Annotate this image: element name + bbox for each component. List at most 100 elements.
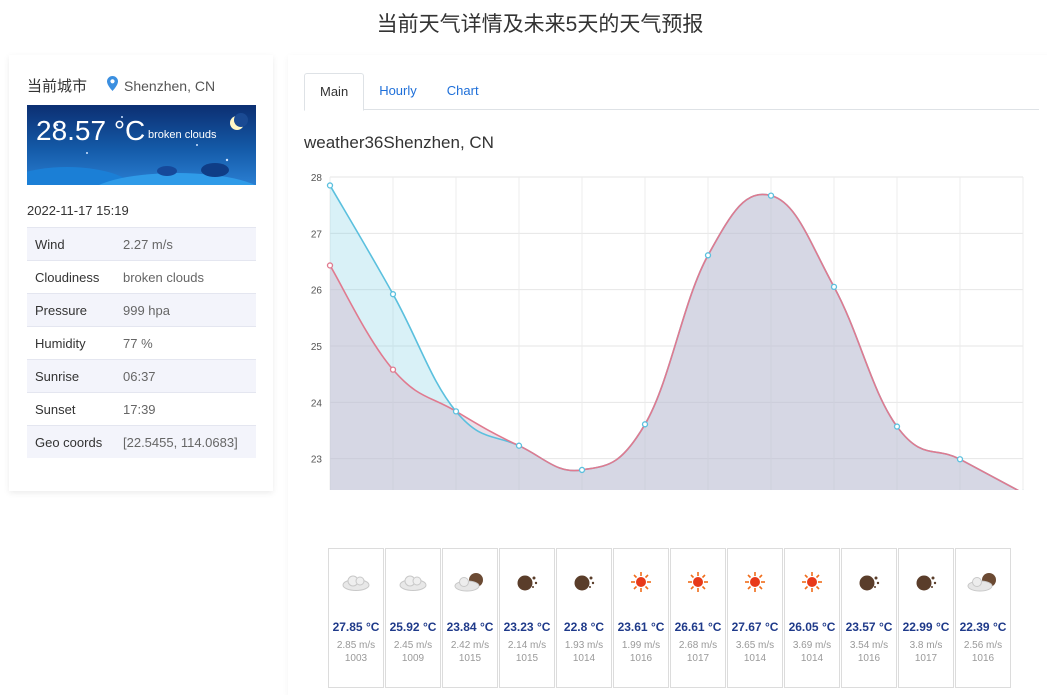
forecast-pressure: 1014	[800, 653, 824, 664]
weather-banner: 28.57 °C broken clouds	[27, 105, 256, 185]
forecast-card-item[interactable]: 23.84 °C 2.42 m/s 1015	[442, 548, 498, 688]
current-description: broken clouds	[148, 129, 217, 141]
series-area-0	[330, 185, 1018, 490]
detail-value: 2.27 m/s	[115, 227, 256, 261]
forecast-card-item[interactable]: 26.05 °C 3.69 m/s 1014	[784, 548, 840, 688]
forecast-wind: 2.85 m/s	[336, 640, 376, 651]
data-point[interactable]	[767, 192, 775, 199]
y-tick-label: 25	[311, 342, 323, 353]
forecast-pressure: 1017	[686, 653, 710, 664]
forecast-card-item[interactable]: 23.61 °C 1.99 m/s 1016	[613, 548, 669, 688]
sun-icon	[671, 570, 725, 594]
data-point[interactable]	[830, 283, 838, 290]
detail-key: Cloudiness	[27, 260, 115, 294]
forecast-wind: 3.8 m/s	[909, 640, 943, 651]
tab-bar: Main Hourly Chart	[304, 73, 1039, 111]
data-point[interactable]	[893, 423, 901, 430]
page-title: 当前天气详情及未来5天的天气预报	[376, 13, 704, 36]
forecast-temp: 23.84 °C	[446, 620, 494, 634]
forecast-pressure: 1016	[629, 653, 653, 664]
data-point[interactable]	[326, 182, 334, 189]
y-tick-label: 27	[311, 229, 323, 240]
city-row: 当前城市 Shenzhen, CN	[27, 75, 215, 96]
sun-icon	[614, 570, 668, 594]
forecast-pressure: 1003	[344, 653, 368, 664]
forecast-wind: 3.65 m/s	[735, 640, 775, 651]
forecast-temp: 23.23 °C	[503, 620, 551, 634]
y-tick-label: 24	[311, 398, 323, 409]
forecast-wind: 2.42 m/s	[450, 640, 490, 651]
forecast-pressure: 1014	[743, 653, 767, 664]
forecast-card-item[interactable]: 26.61 °C 2.68 m/s 1017	[670, 548, 726, 688]
forecast-card-item[interactable]: 25.92 °C 2.45 m/s 1009	[385, 548, 441, 688]
forecast-temp: 26.61 °C	[674, 620, 722, 634]
forecast-temp: 26.05 °C	[788, 620, 836, 634]
forecast-pressure: 1014	[572, 653, 596, 664]
forecast-temp: 27.67 °C	[731, 620, 779, 634]
few-clouds-icon	[329, 570, 383, 594]
forecast-pressure: 1016	[857, 653, 881, 664]
forecast-wind: 1.99 m/s	[621, 640, 661, 651]
chart-grid	[329, 176, 1024, 490]
detail-value: 06:37	[115, 359, 256, 393]
dark-cloud-icon	[500, 570, 554, 594]
cloud-moon-icon	[443, 570, 497, 594]
table-row: Wind 2.27 m/s	[27, 227, 256, 261]
forecast-temp: 22.99 °C	[902, 620, 950, 634]
dark-cloud-icon	[899, 570, 953, 594]
table-row: Pressure 999 hpa	[27, 293, 256, 327]
forecast-pressure: 1015	[458, 653, 482, 664]
tab-hourly[interactable]: Hourly	[379, 83, 417, 98]
forecast-temp: 27.85 °C	[332, 620, 380, 634]
tab-main[interactable]: Main	[304, 73, 365, 111]
tab-chart[interactable]: Chart	[446, 83, 479, 98]
detail-key: Humidity	[27, 326, 115, 360]
detail-value: 17:39	[115, 392, 256, 426]
detail-key: Geo coords	[27, 425, 115, 458]
current-temp: 28.57 °C	[36, 115, 146, 146]
detail-value: broken clouds	[115, 260, 256, 294]
y-tick-label: 23	[311, 455, 323, 466]
detail-value: [22.5455, 114.0683]	[115, 425, 256, 458]
detail-key: Sunrise	[27, 359, 115, 393]
chart-areas	[330, 185, 1018, 490]
dark-cloud-icon	[557, 570, 611, 594]
data-point[interactable]	[704, 252, 712, 259]
current-datetime: 2022-11-17 15:19	[27, 203, 129, 218]
few-clouds-icon	[386, 570, 440, 594]
data-point[interactable]	[515, 442, 523, 449]
data-point[interactable]	[389, 366, 397, 373]
forecast-card-item[interactable]: 22.99 °C 3.8 m/s 1017	[898, 548, 954, 688]
forecast-temp: 25.92 °C	[389, 620, 437, 634]
sun-icon	[728, 570, 782, 594]
sun-icon	[785, 570, 839, 594]
forecast-card: Main Hourly Chart weather36Shenzhen, CN …	[288, 55, 1047, 695]
series-area-1	[330, 194, 1018, 490]
forecast-card-item[interactable]: 23.23 °C 2.14 m/s 1015	[499, 548, 555, 688]
forecast-wind: 3.69 m/s	[792, 640, 832, 651]
table-row: Sunrise 06:37	[27, 359, 256, 393]
forecast-card-item[interactable]: 23.57 °C 3.54 m/s 1016	[841, 548, 897, 688]
data-point[interactable]	[389, 291, 397, 298]
data-point[interactable]	[641, 421, 649, 428]
data-point[interactable]	[956, 456, 964, 463]
forecast-card-item[interactable]: 27.85 °C 2.85 m/s 1003	[328, 548, 384, 688]
dark-cloud-icon	[842, 570, 896, 594]
chart-points	[326, 182, 1024, 490]
table-row: Geo coords [22.5455, 114.0683]	[27, 425, 256, 458]
forecast-pressure: 1009	[401, 653, 425, 664]
forecast-strip: 27.85 °C 2.85 m/s 1003 25.92 °C 2.45 m/s 1009…	[328, 548, 1012, 688]
data-point[interactable]	[578, 466, 586, 474]
forecast-card-item[interactable]: 27.67 °C 3.65 m/s 1014	[727, 548, 783, 688]
data-point[interactable]	[452, 408, 460, 415]
forecast-card-item[interactable]: 22.39 °C 2.56 m/s 1016	[955, 548, 1011, 688]
data-point[interactable]	[326, 262, 334, 269]
forecast-card-item[interactable]: 22.8 °C 1.93 m/s 1014	[556, 548, 612, 688]
forecast-wind: 2.14 m/s	[507, 640, 547, 651]
table-row: Cloudiness broken clouds	[27, 260, 256, 294]
forecast-pressure: 1015	[515, 653, 539, 664]
table-row: Sunset 17:39	[27, 392, 256, 426]
current-weather-card: 当前城市 Shenzhen, CN 28.57 °C broken clouds…	[9, 55, 273, 491]
y-tick-label: 26	[311, 286, 323, 297]
detail-value: 77 %	[115, 326, 256, 360]
